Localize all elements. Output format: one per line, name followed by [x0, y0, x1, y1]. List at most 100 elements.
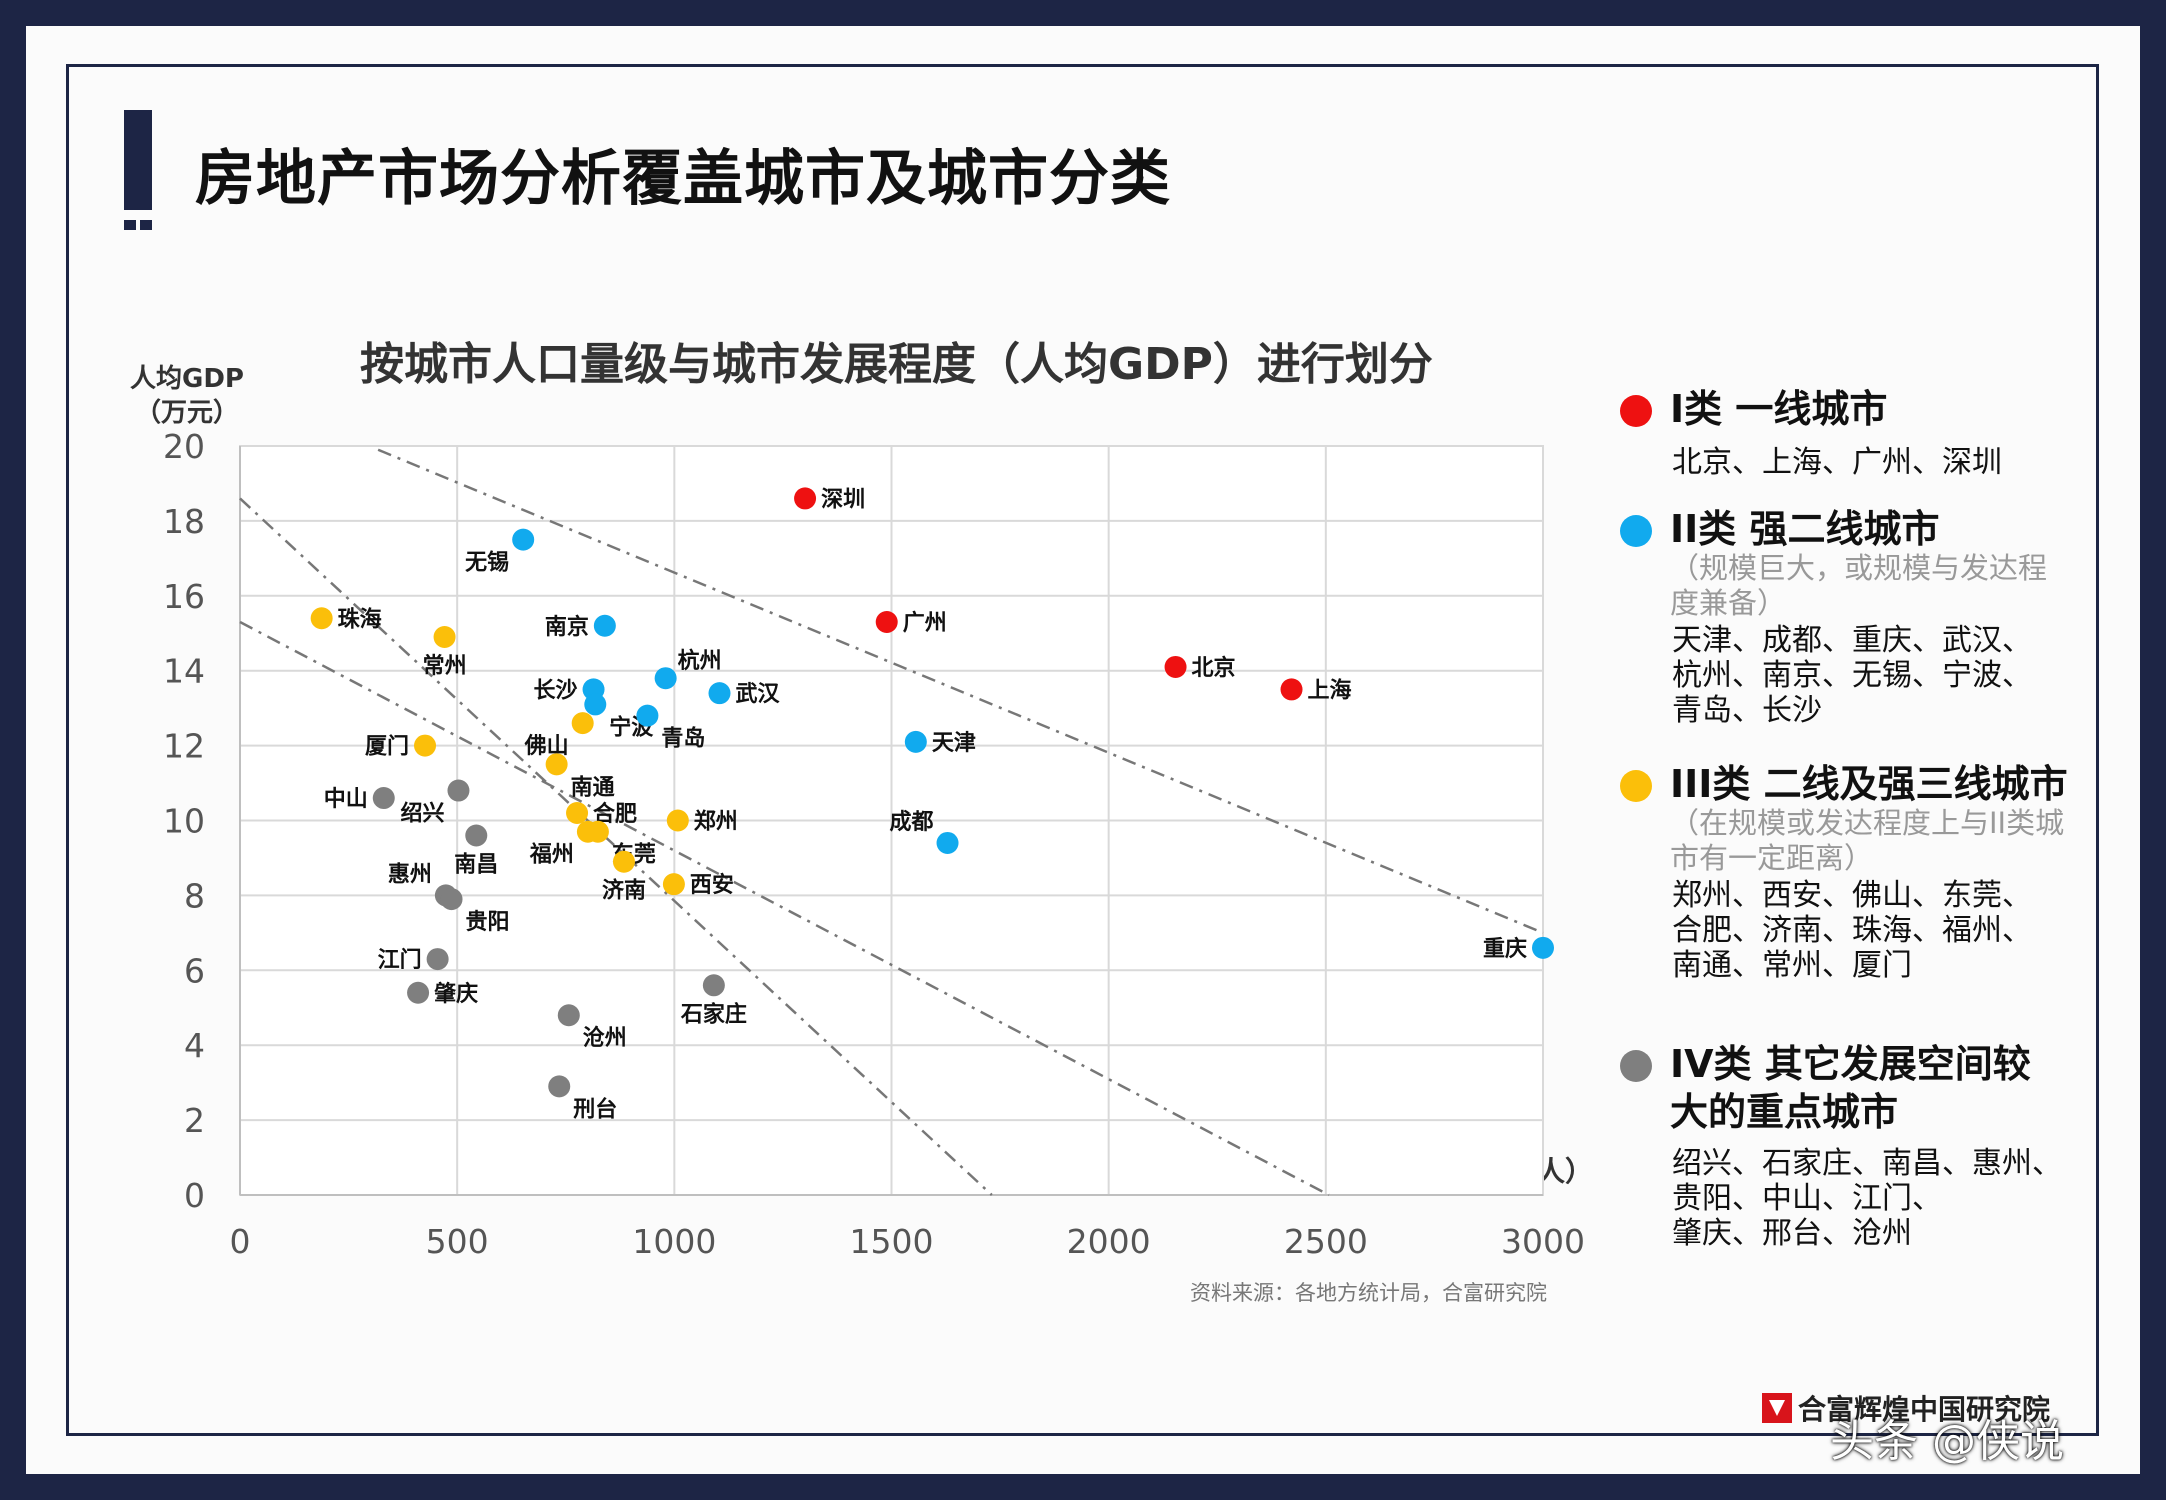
- data-point: [794, 487, 817, 510]
- data-label: 青岛: [661, 726, 705, 752]
- data-label: 福州: [529, 843, 574, 868]
- data-label: 沧州: [583, 1025, 627, 1051]
- watermark: 头条 @侠说: [1830, 1416, 2064, 1467]
- data-label: 绍兴: [400, 801, 444, 827]
- data-label: 常州: [423, 653, 467, 679]
- x-tick-label: 0: [230, 1222, 251, 1261]
- data-label: 南昌: [454, 852, 498, 877]
- legend-heading: III类 二线及强三线城市: [1670, 762, 2068, 806]
- data-label: 无锡: [465, 551, 509, 576]
- y-axis-label-line: 人均GDP: [130, 364, 244, 394]
- data-point: [310, 607, 333, 630]
- data-point: [1532, 936, 1554, 959]
- y-tick-label: 16: [163, 577, 205, 616]
- legend-cities: 天津、成都、重庆、武汉、 杭州、南京、无锡、宁波、 青岛、长沙: [1672, 623, 2032, 728]
- data-point: [465, 824, 488, 847]
- data-label: 天津: [932, 730, 976, 756]
- y-tick-label: 4: [184, 1026, 205, 1065]
- data-point: [654, 667, 677, 690]
- data-point: [433, 625, 456, 648]
- y-tick-label: 8: [184, 876, 205, 915]
- data-point: [566, 802, 589, 825]
- title-bar-icon: [124, 110, 152, 210]
- x-tick-label: 2500: [1284, 1222, 1368, 1261]
- data-point: [1164, 655, 1187, 678]
- data-label: 广州: [903, 610, 947, 636]
- data-point: [1280, 678, 1303, 701]
- y-tick-label: 10: [163, 802, 205, 841]
- y-tick-label: 14: [163, 652, 205, 691]
- legend-cities: 郑州、西安、佛山、东莞、 合肥、济南、珠海、福州、 南通、常州、厦门: [1672, 878, 2032, 983]
- data-point: [512, 528, 535, 551]
- legend-heading: IV类 其它发展空间较 大的重点城市: [1670, 1042, 2031, 1134]
- legend-dot-icon: [1620, 515, 1652, 547]
- data-point: [636, 704, 659, 727]
- title-bar-dots-icon: [124, 220, 152, 230]
- data-label: 石家庄: [680, 1001, 747, 1027]
- data-point: [584, 693, 607, 716]
- data-point: [576, 820, 599, 843]
- data-label: 南京: [545, 614, 589, 640]
- x-tick-label: 1000: [632, 1222, 716, 1261]
- data-label: 上海: [1308, 677, 1352, 703]
- divider-line: [377, 448, 1544, 935]
- data-label: 西安: [690, 872, 734, 898]
- data-point: [666, 809, 689, 832]
- data-label: 江门: [378, 947, 422, 973]
- divider-line: [239, 620, 1330, 1197]
- legend-dot-icon: [1620, 395, 1652, 427]
- y-axis-label: 人均GDP （万元）: [130, 362, 244, 430]
- slide-frame: [66, 64, 2099, 1436]
- x-tick-label: 500: [426, 1222, 489, 1261]
- legend-dot-icon: [1620, 770, 1652, 802]
- data-label: 成都: [890, 810, 934, 835]
- legend-note: （规模巨大，或规模与发达程度兼备）: [1670, 551, 2048, 620]
- data-point: [571, 712, 594, 735]
- data-point: [875, 611, 898, 634]
- data-label: 郑州: [694, 810, 738, 835]
- data-label: 武汉: [736, 682, 781, 707]
- data-label: 北京: [1192, 655, 1236, 681]
- data-point: [407, 981, 430, 1004]
- data-label: 肇庆: [434, 981, 478, 1007]
- logo: 合富辉煌中国研究院: [1762, 1388, 2050, 1428]
- y-tick-label: 0: [184, 1176, 205, 1215]
- data-point: [414, 734, 437, 757]
- data-point: [440, 888, 463, 911]
- data-label: 南通: [571, 775, 615, 800]
- data-label: 杭州: [678, 648, 722, 674]
- data-label: 中山: [324, 787, 368, 812]
- legend-heading: I类 一线城市: [1670, 387, 1888, 431]
- data-point: [593, 614, 616, 637]
- data-point: [708, 682, 731, 705]
- data-point: [612, 850, 635, 873]
- data-point: [545, 753, 568, 776]
- data-point: [557, 1004, 580, 1027]
- data-label: 长沙: [534, 678, 578, 703]
- data-label: 重庆: [1483, 936, 1527, 962]
- data-label: 惠州: [388, 862, 432, 887]
- chart-title: 按城市人口量级与城市发展程度（人均GDP）进行划分: [360, 339, 1433, 390]
- y-tick-label: 18: [163, 502, 205, 541]
- data-point: [548, 1075, 571, 1098]
- data-point: [447, 779, 470, 802]
- data-point: [662, 873, 685, 896]
- x-tick-label: 2000: [1067, 1222, 1151, 1261]
- data-point: [426, 948, 449, 971]
- legend-note: （在规模或发达程度上与II类城市有一定距离）: [1670, 806, 2065, 875]
- data-point: [904, 730, 927, 753]
- data-label: 珠海: [338, 606, 382, 632]
- legend-cities: 绍兴、石家庄、南昌、惠州、 贵阳、中山、江门、 肇庆、邢台、沧州: [1672, 1146, 2062, 1251]
- data-point: [702, 974, 725, 997]
- y-tick-label: 6: [184, 951, 205, 990]
- data-label: 深圳: [821, 487, 865, 512]
- page-title: 房地产市场分析覆盖城市及城市分类: [195, 144, 1171, 214]
- legend-dot-icon: [1620, 1050, 1652, 1082]
- legend-heading: II类 强二线城市: [1670, 507, 1940, 551]
- x-tick-label: 3000: [1501, 1222, 1585, 1261]
- data-point: [936, 831, 959, 854]
- y-tick-label: 12: [163, 727, 205, 766]
- y-tick-label: 20: [163, 427, 205, 466]
- data-label: 贵阳: [466, 910, 510, 935]
